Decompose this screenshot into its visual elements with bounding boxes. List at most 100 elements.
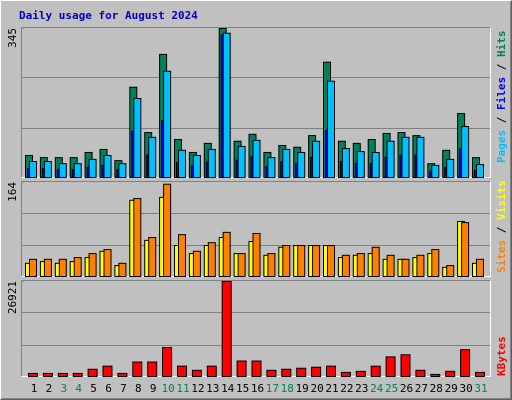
bar [117,372,128,378]
bar [341,148,350,178]
bar [267,157,276,178]
bar [87,368,98,377]
bar [341,254,350,277]
bar [327,80,335,178]
x-tick-label: 14 [221,382,235,395]
x-tick-label: 2 [46,382,53,395]
bar [251,360,262,377]
plot-border [21,280,491,377]
bar [461,222,470,277]
bar [297,151,306,179]
x-tick-label: 7 [120,382,127,395]
x-tick-label: 23 [355,382,368,395]
bar [326,365,336,378]
x-tick-label: 16 [251,382,264,395]
x-tick-label: 24 [370,382,384,395]
bar [118,163,127,178]
x-tick-label: 1 [31,382,38,395]
x-tick-label: 28 [430,382,443,395]
bar [103,249,112,277]
bar [282,148,291,178]
bar [356,151,365,179]
bar [445,370,456,378]
legend: Pages / Files / Hits [495,31,508,164]
bar [133,97,142,178]
bar [266,369,277,378]
bar [371,246,380,278]
bar [222,32,231,179]
bar [42,372,53,378]
x-tick-label: 13 [206,382,219,395]
legend-separator: / [495,57,508,77]
x-tick-label: 4 [75,382,82,395]
bar [267,253,276,277]
bar [282,245,291,278]
bar [163,183,172,277]
bar [28,372,38,378]
legend-separator: / [495,110,508,130]
x-tick-label: 12 [191,382,204,395]
bar [385,356,396,378]
bar [163,70,172,178]
bar [400,354,411,377]
legend-entry: Hits [495,31,508,58]
bar [148,136,157,178]
x-tick-label: 15 [236,382,249,395]
bar [446,265,455,277]
bar [206,365,217,378]
bar [43,161,52,179]
bar [148,237,157,277]
bar [415,369,426,378]
bar [281,368,292,377]
x-tick-label: 27 [415,382,428,395]
bar [58,163,67,178]
legend-entry: Sites [495,240,508,273]
bar [178,149,186,179]
bar [312,140,321,178]
bar [178,234,186,278]
chart-title: Daily usage for August 2024 [19,9,198,22]
bar [88,158,97,178]
bar [29,258,37,277]
bar [73,257,82,277]
x-tick-label: 18 [281,382,294,395]
bar [252,139,261,178]
bar [43,258,52,277]
y-max-label: 345 [6,28,19,48]
bar [133,198,142,277]
bar [311,366,322,378]
plot-border [21,27,491,178]
bar [192,154,201,178]
x-tick-label: 20 [310,382,323,395]
bar [207,148,216,178]
bar [236,360,247,377]
bar [460,349,471,378]
x-tick-label: 3 [60,382,67,395]
bar [476,258,484,277]
bar [431,164,440,178]
y-max-label: 26921 [6,281,19,314]
bar [29,161,37,179]
bar [296,367,307,377]
y-max-label: 164 [6,182,19,202]
bar [356,253,365,277]
bar [58,258,67,277]
bar [192,250,201,277]
bar [297,245,306,278]
bar [132,361,143,377]
x-tick-label: 19 [296,382,309,395]
bar [118,262,127,278]
x-tick-label: 5 [90,382,97,395]
x-tick-label: 22 [340,382,353,395]
bar [147,361,158,377]
bar [252,233,261,277]
bar [386,140,395,178]
legend: Sites / Visits [495,180,508,273]
x-tick-label: 9 [150,382,157,395]
x-tick-label: 8 [135,382,142,395]
bar [222,231,231,278]
legend-separator: / [495,220,508,240]
